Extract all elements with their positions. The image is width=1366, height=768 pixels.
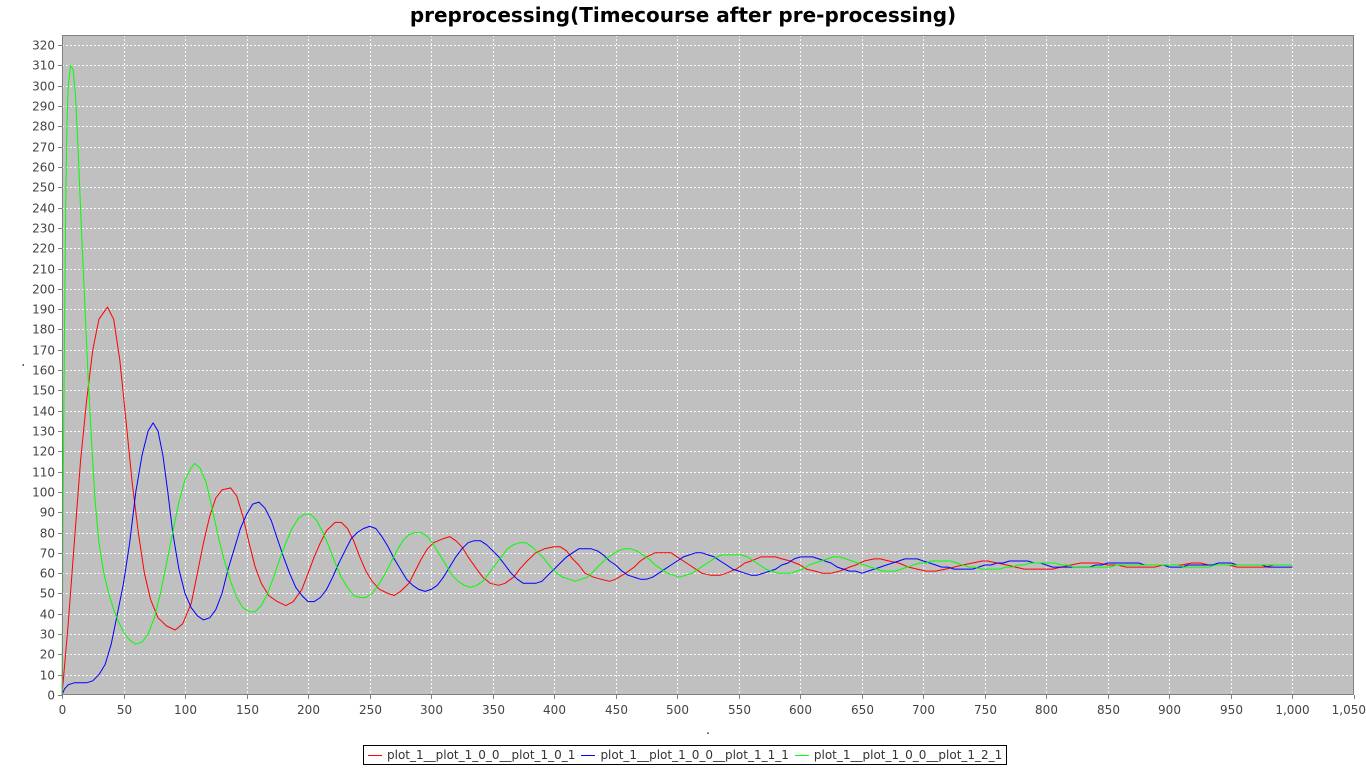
legend-swatch: [794, 754, 809, 756]
y-tick-label: 70: [40, 547, 55, 561]
y-tick-label: 310: [32, 59, 55, 73]
y-tick-label: 170: [32, 344, 55, 358]
legend-swatch: [581, 754, 596, 756]
series-line-1: [61, 306, 1293, 696]
x-tick-label: 600: [789, 703, 812, 717]
x-tick-label: 850: [1097, 703, 1120, 717]
y-tick-label: 290: [32, 100, 55, 114]
x-tick-label: 1,000: [1275, 703, 1309, 717]
x-tick-label: 350: [482, 703, 505, 717]
x-tick-label: 50: [117, 703, 132, 717]
x-axis-label: .: [706, 723, 710, 737]
y-tick-label: 130: [32, 425, 55, 439]
legend-label: plot_1__plot_1_0_0__plot_1_1_1: [600, 748, 789, 762]
legend-item: plot_1__plot_1_0_0__plot_1_2_1: [794, 748, 1003, 762]
x-tick-label: 400: [543, 703, 566, 717]
y-tick-label: 50: [40, 587, 55, 601]
y-tick-label: 220: [32, 242, 55, 256]
x-tick-label: 550: [728, 703, 751, 717]
y-tick-label: 190: [32, 303, 55, 317]
y-tick-label: 40: [40, 608, 55, 622]
y-tick-label: 180: [32, 323, 55, 337]
y-tick-label: 320: [32, 39, 55, 53]
x-tick-label: 700: [912, 703, 935, 717]
grid: [62, 35, 1354, 695]
y-tick-label: 60: [40, 567, 55, 581]
y-tick-label: 260: [32, 161, 55, 175]
y-tick-label: 110: [32, 466, 55, 480]
y-tick-label: 200: [32, 283, 55, 297]
series-line-3: [61, 65, 1293, 696]
y-tick-label: 240: [32, 202, 55, 216]
y-tick-label: 270: [32, 141, 55, 155]
y-tick-label: 160: [32, 364, 55, 378]
y-tick-label: 0: [47, 689, 55, 703]
y-tick-label: 250: [32, 181, 55, 195]
y-tick-label: 120: [32, 445, 55, 459]
y-tick-label: 30: [40, 628, 55, 642]
y-tick-label: 150: [32, 384, 55, 398]
x-tick-label: 900: [1158, 703, 1181, 717]
legend-label: plot_1__plot_1_0_0__plot_1_0_1: [387, 748, 576, 762]
y-tick-label: 10: [40, 669, 55, 683]
legend-swatch: [368, 754, 382, 756]
legend-item: plot_1__plot_1_0_0__plot_1_0_1: [368, 748, 575, 762]
x-tick-label: 0: [59, 703, 67, 717]
x-tick-label: 800: [1035, 703, 1058, 717]
x-tick-label: 200: [297, 703, 320, 717]
plot-frame: [62, 35, 1354, 695]
x-tick-label: 1,050: [1332, 703, 1366, 717]
y-tick-label: 140: [32, 405, 55, 419]
y-tick-label: 300: [32, 80, 55, 94]
legend-label: plot_1__plot_1_0_0__plot_1_2_1: [813, 748, 1003, 762]
x-tick-label: 950: [1220, 703, 1243, 717]
x-tick-label: 150: [236, 703, 259, 717]
plot-background: [62, 35, 1354, 695]
x-tick-label: 250: [359, 703, 382, 717]
x-tick-label: 750: [974, 703, 997, 717]
y-axis-label: .: [13, 363, 27, 367]
x-tick-label: 100: [174, 703, 197, 717]
chart-title: preprocessing(Timecourse after pre-proce…: [409, 3, 957, 27]
legend-item: plot_1__plot_1_0_0__plot_1_1_1: [581, 748, 789, 762]
plot-area: 0 10 20 30 40 50 60 70 80 90 100 110 120 130 140 150 160…: [13, 35, 1366, 738]
y-tick-label: 230: [32, 222, 55, 236]
y-tick-label: 80: [40, 527, 55, 541]
y-tick-label: 90: [40, 506, 55, 520]
y-tick-label: 20: [40, 648, 55, 662]
y-tick-label: 100: [32, 486, 55, 500]
y-tick-label: 210: [32, 263, 55, 277]
legend: plot_1__plot_1_0_0__plot_1_0_1 plot_1__pl…: [363, 745, 1008, 765]
y-tick-label: 280: [32, 120, 55, 134]
x-tick-label: 300: [420, 703, 443, 717]
x-tick-label: 650: [851, 703, 874, 717]
x-tick-label: 450: [605, 703, 628, 717]
axes: 0 10 20 30 40 50 60 70 80 90 100 110 120 130 140 150 160…: [13, 39, 1366, 738]
x-tick-label: 500: [666, 703, 689, 717]
series-layer: [61, 65, 1293, 696]
